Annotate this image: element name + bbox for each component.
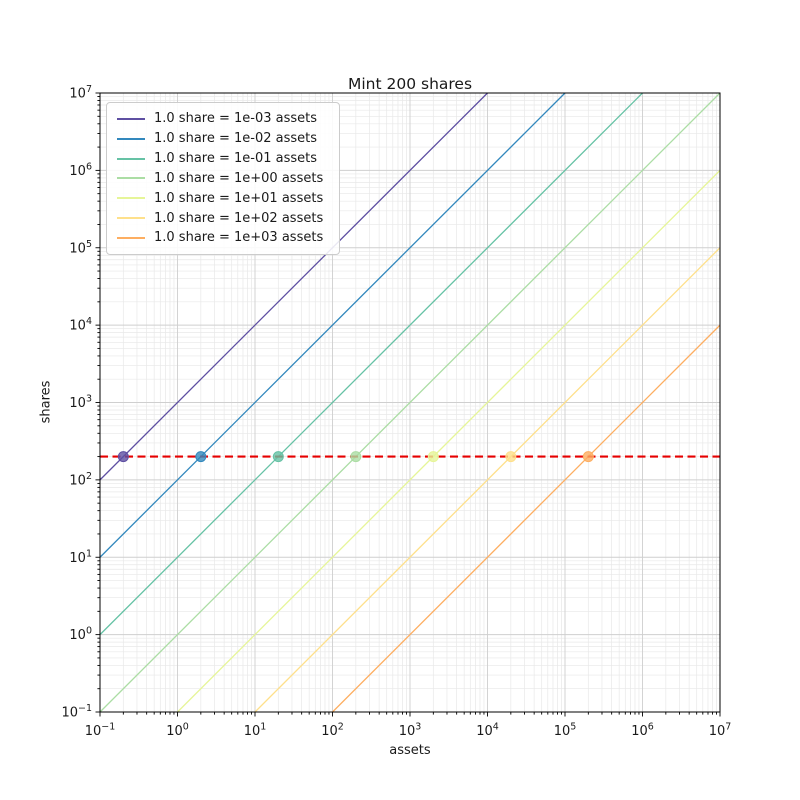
legend-item: 1.0 share = 1e+01 assets xyxy=(117,192,329,205)
x-tick-label: 107 xyxy=(709,722,732,740)
x-tick-label: 101 xyxy=(244,722,267,740)
x-tick-label: 100 xyxy=(166,722,189,740)
legend-label: 1.0 share = 1e-02 assets xyxy=(154,131,318,147)
x-tick-label: 102 xyxy=(321,722,344,740)
intersection-marker xyxy=(582,451,594,463)
legend-label: 1.0 share = 1e+02 assets xyxy=(154,210,324,226)
y-tick-label: 10−1 xyxy=(61,703,92,721)
legend-item: 1.0 share = 1e-02 assets xyxy=(117,132,329,145)
legend-line-swatch xyxy=(117,197,145,200)
intersection-marker xyxy=(350,451,362,463)
x-tick-label: 106 xyxy=(631,722,654,740)
legend-label: 1.0 share = 1e-03 assets xyxy=(154,111,318,127)
rate-line xyxy=(332,324,721,713)
y-tick-label: 103 xyxy=(69,394,92,412)
rate-line xyxy=(177,169,721,713)
x-tick-label: 105 xyxy=(554,722,577,740)
legend: 1.0 share = 1e-03 assets 1.0 share = 1e-0… xyxy=(106,102,340,255)
legend-item: 1.0 share = 1e+02 assets xyxy=(117,212,329,225)
rate-line xyxy=(99,92,721,713)
rate-line xyxy=(254,247,721,713)
legend-label: 1.0 share = 1e+00 assets xyxy=(154,170,324,186)
intersection-marker xyxy=(195,451,207,463)
intersection-marker xyxy=(427,451,439,463)
chart-title: Mint 200 shares xyxy=(347,75,473,93)
x-tick-label: 103 xyxy=(399,722,422,740)
legend-item: 1.0 share = 1e-03 assets xyxy=(117,112,329,125)
intersection-markers xyxy=(117,451,594,463)
y-tick-label: 101 xyxy=(69,548,92,566)
intersection-marker xyxy=(505,451,517,463)
legend-item: 1.0 share = 1e-01 assets xyxy=(117,152,329,165)
legend-line-swatch xyxy=(117,157,145,160)
y-axis-label: shares xyxy=(38,380,54,424)
y-tick-label: 105 xyxy=(69,239,92,257)
rate-line xyxy=(99,92,566,558)
legend-label: 1.0 share = 1e+01 assets xyxy=(154,190,324,206)
rate-line xyxy=(99,92,643,636)
legend-line-swatch xyxy=(117,236,145,239)
intersection-marker xyxy=(272,451,284,463)
legend-label: 1.0 share = 1e-01 assets xyxy=(154,151,318,167)
intersection-marker xyxy=(117,451,129,463)
y-tick-label: 107 xyxy=(69,84,92,102)
x-tick-label: 104 xyxy=(476,722,499,740)
y-tick-label: 106 xyxy=(69,161,92,179)
legend-line-swatch xyxy=(117,217,145,220)
legend-line-swatch xyxy=(117,117,145,120)
legend-label: 1.0 share = 1e+03 assets xyxy=(154,230,324,246)
rate-line xyxy=(99,92,488,481)
axis-ticks xyxy=(95,92,721,717)
legend-line-swatch xyxy=(117,177,145,180)
x-tick-label: 10−1 xyxy=(85,722,116,740)
legend-line-swatch xyxy=(117,137,145,140)
y-tick-label: 102 xyxy=(69,471,92,489)
x-axis-label: assets xyxy=(389,743,431,758)
series-lines xyxy=(99,92,721,713)
legend-item: 1.0 share = 1e+03 assets xyxy=(117,231,329,244)
y-tick-label: 100 xyxy=(69,626,92,644)
legend-item: 1.0 share = 1e+00 assets xyxy=(117,172,329,185)
y-tick-label: 104 xyxy=(69,316,92,334)
